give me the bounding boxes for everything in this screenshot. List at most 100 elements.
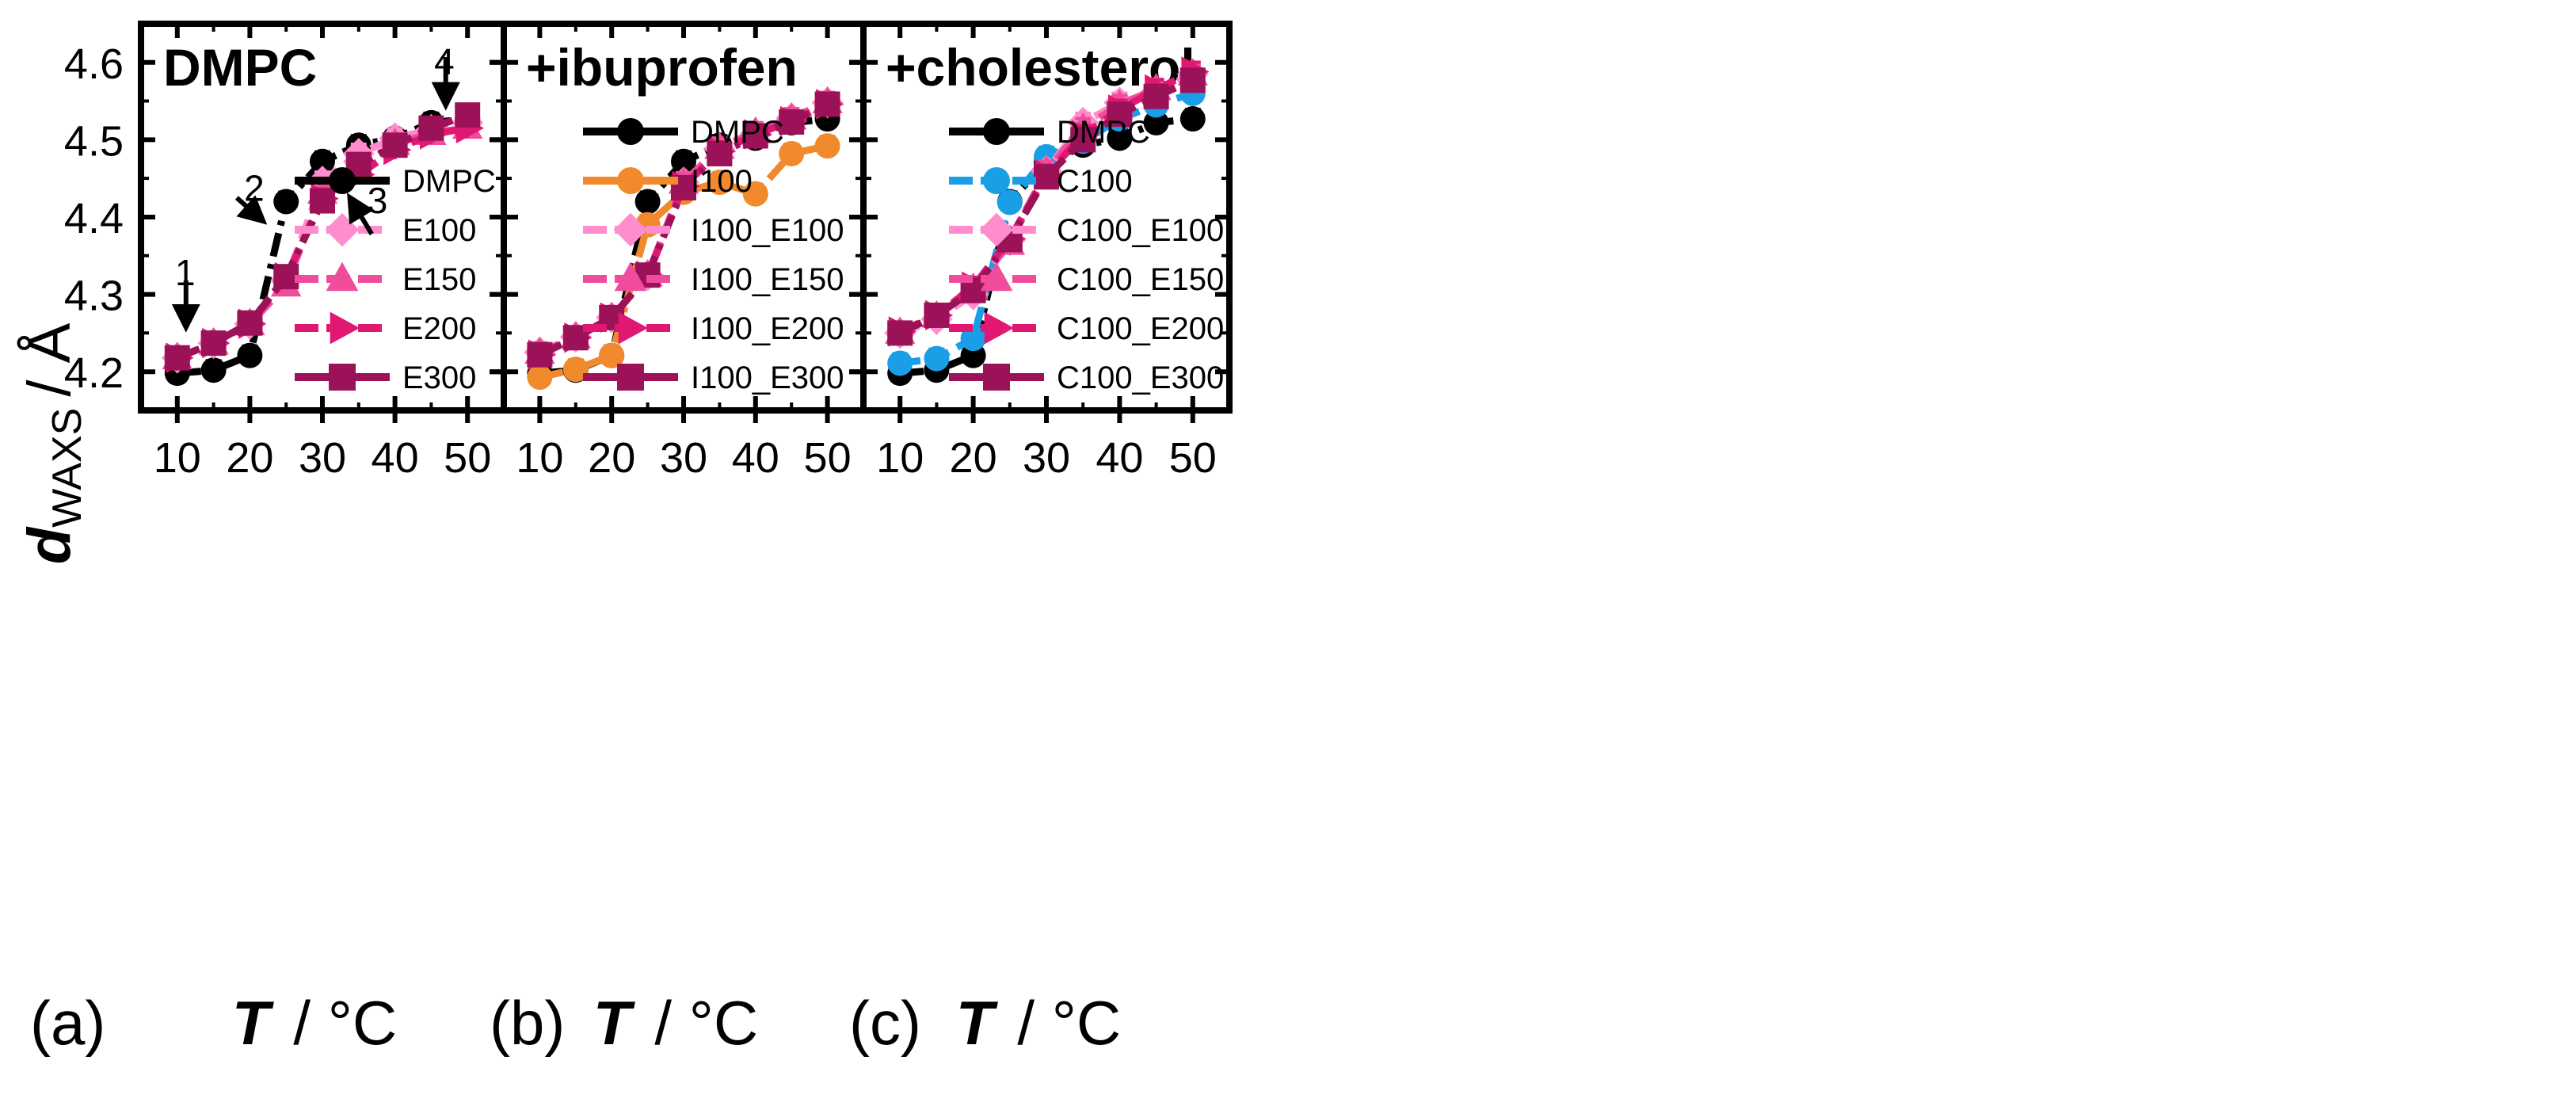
- annotation-label: 4: [434, 40, 455, 82]
- data-point: [1143, 109, 1169, 135]
- y-tick-label: 4.6: [64, 40, 124, 88]
- data-point: [887, 320, 913, 346]
- data-point: [671, 148, 696, 174]
- data-point: [599, 342, 625, 368]
- legend-label: I100_E150: [691, 262, 844, 297]
- data-point: [1143, 83, 1169, 109]
- legend-item: DMPC: [583, 115, 784, 150]
- data-point: [418, 115, 444, 141]
- data-point: [329, 364, 356, 391]
- legend-item: E300: [295, 360, 476, 395]
- annotation-label: 2: [244, 168, 265, 209]
- data-point: [1070, 127, 1096, 153]
- legend-item: E150: [295, 261, 476, 297]
- data-point: [237, 310, 263, 336]
- data-point: [983, 118, 1010, 145]
- legend-label: DMPC: [691, 115, 784, 150]
- legend-item: C100_E200: [949, 311, 1224, 346]
- data-point: [887, 350, 913, 376]
- legend-label: C100_E100: [1057, 213, 1224, 248]
- annotation-label: 3: [368, 180, 388, 221]
- legend: DMPC I100 I100_E100 I100_E150 I100_E200 I100_…: [583, 115, 844, 395]
- x-tick-label: 30: [660, 434, 707, 482]
- data-point: [742, 181, 768, 207]
- legend-item: DMPC: [949, 115, 1150, 150]
- panel-2: 10 20 30 40 50 +ibuprofen (b) T / °C DMPC I100 I100…: [490, 21, 863, 1058]
- x-axis-title: T / °C: [956, 988, 1122, 1058]
- data-point: [613, 212, 648, 247]
- legend-item: I100_E300: [583, 360, 844, 395]
- data-point: [330, 311, 360, 345]
- legend-item: E200: [295, 311, 476, 346]
- legend-item: I100_E150: [583, 261, 844, 297]
- x-axis-title: T / °C: [593, 988, 759, 1058]
- legend-item: C100_E150: [949, 261, 1224, 297]
- x-axis-symbol: T: [232, 988, 275, 1058]
- annotation-arrow-line: [234, 195, 268, 225]
- legend-item: I100_E200: [583, 311, 844, 346]
- x-axis-title: T / °C: [232, 988, 398, 1058]
- data-point: [325, 212, 360, 247]
- data-point: [984, 311, 1015, 345]
- panel-title: DMPC: [163, 38, 317, 97]
- x-tick-label: 20: [950, 434, 997, 482]
- x-tick-label: 40: [372, 434, 419, 482]
- x-tick-label: 50: [804, 434, 852, 482]
- data-point: [983, 167, 1010, 194]
- data-point: [779, 140, 805, 166]
- data-point: [310, 188, 335, 214]
- data-point: [617, 364, 644, 391]
- y-tick-label: 4.3: [64, 273, 124, 320]
- data-point: [617, 118, 644, 145]
- series-line: [539, 142, 829, 381]
- plot-areas: 4.2 4.3 4.4 4.5 4.6 10 20 30 40 50 DMPC (a) T / °C DMP…: [30, 21, 1229, 1058]
- annotation-arrow-line: [347, 193, 375, 236]
- overlay: 1 2 3 4: [171, 40, 460, 333]
- legend: DMPC E100 E150 E200 E300: [295, 164, 496, 395]
- legend-item: C100_E100: [949, 212, 1224, 248]
- x-tick-label: 20: [226, 434, 273, 482]
- legend-label: C100_E300: [1057, 360, 1224, 395]
- panel-title: +ibuprofen: [526, 38, 798, 97]
- legend-label: E200: [402, 311, 476, 346]
- data-point: [996, 189, 1023, 215]
- panel-1: 4.2 4.3 4.4 4.5 4.6 10 20 30 40 50 DMPC (a) T / °C DMP…: [30, 21, 504, 1058]
- legend: DMPC C100 C100_E100 C100_E150 C100_E200 C100_…: [949, 115, 1224, 395]
- data-point: [237, 342, 263, 368]
- panel-3: 10 20 30 40 50 +cholesterol (c) T / °C DMPC C100 C1…: [849, 21, 1229, 1058]
- y-axis-title: dWAXS / Å: [16, 322, 90, 564]
- x-axis-unit: / °C: [1017, 988, 1121, 1058]
- data-point: [562, 357, 589, 383]
- data-point: [924, 302, 950, 328]
- data-point: [527, 364, 553, 391]
- data-point: [326, 261, 359, 292]
- annotation-label: 1: [175, 252, 196, 293]
- data-point: [634, 189, 661, 215]
- legend-label: E300: [402, 360, 476, 395]
- data-point: [273, 264, 299, 290]
- legend-label: C100_E200: [1057, 311, 1224, 346]
- x-axis-symbol: T: [593, 988, 636, 1058]
- data-point: [924, 345, 950, 372]
- data-point: [707, 170, 733, 196]
- data-point: [960, 326, 986, 352]
- data-point: [980, 261, 1013, 292]
- legend-item: I100: [583, 164, 753, 199]
- legend-label: DMPC: [402, 164, 496, 199]
- data-point: [200, 357, 227, 383]
- y-axis-symbol: d: [16, 526, 83, 564]
- legend-label: E100: [402, 213, 476, 248]
- data-point: [618, 311, 649, 345]
- data-point: [983, 364, 1010, 391]
- x-tick-label: 10: [876, 434, 924, 482]
- legend-label: I100_E300: [691, 360, 844, 395]
- data-point: [779, 109, 805, 135]
- legend-label: DMPC: [1057, 115, 1150, 150]
- x-tick-label: 50: [1169, 434, 1217, 482]
- legend-item: C100_E300: [949, 360, 1224, 395]
- data-point: [617, 167, 644, 194]
- data-point: [979, 212, 1014, 247]
- data-point: [742, 123, 768, 149]
- data-point: [200, 330, 227, 357]
